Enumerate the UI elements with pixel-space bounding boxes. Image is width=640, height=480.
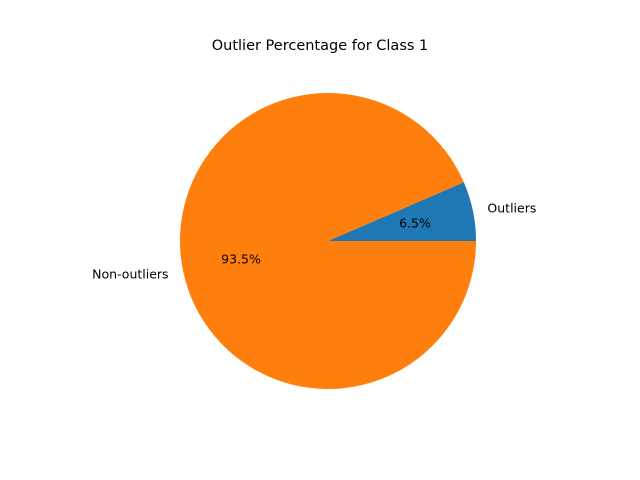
pie-slices — [180, 93, 477, 389]
slice-percent-label: 6.5% — [399, 215, 431, 230]
slice-label: Non-outliers — [92, 267, 168, 282]
pie-labels: Outliers 6.5% Non-outliers 93.5% — [92, 200, 536, 281]
slice-percent-label: 93.5% — [221, 252, 261, 267]
chart-title: Outlier Percentage for Class 1 — [212, 38, 429, 54]
slice-label: Outliers — [487, 200, 536, 215]
pie-slice-outliers — [328, 182, 476, 241]
pie-slice-non-outliers — [180, 93, 477, 389]
